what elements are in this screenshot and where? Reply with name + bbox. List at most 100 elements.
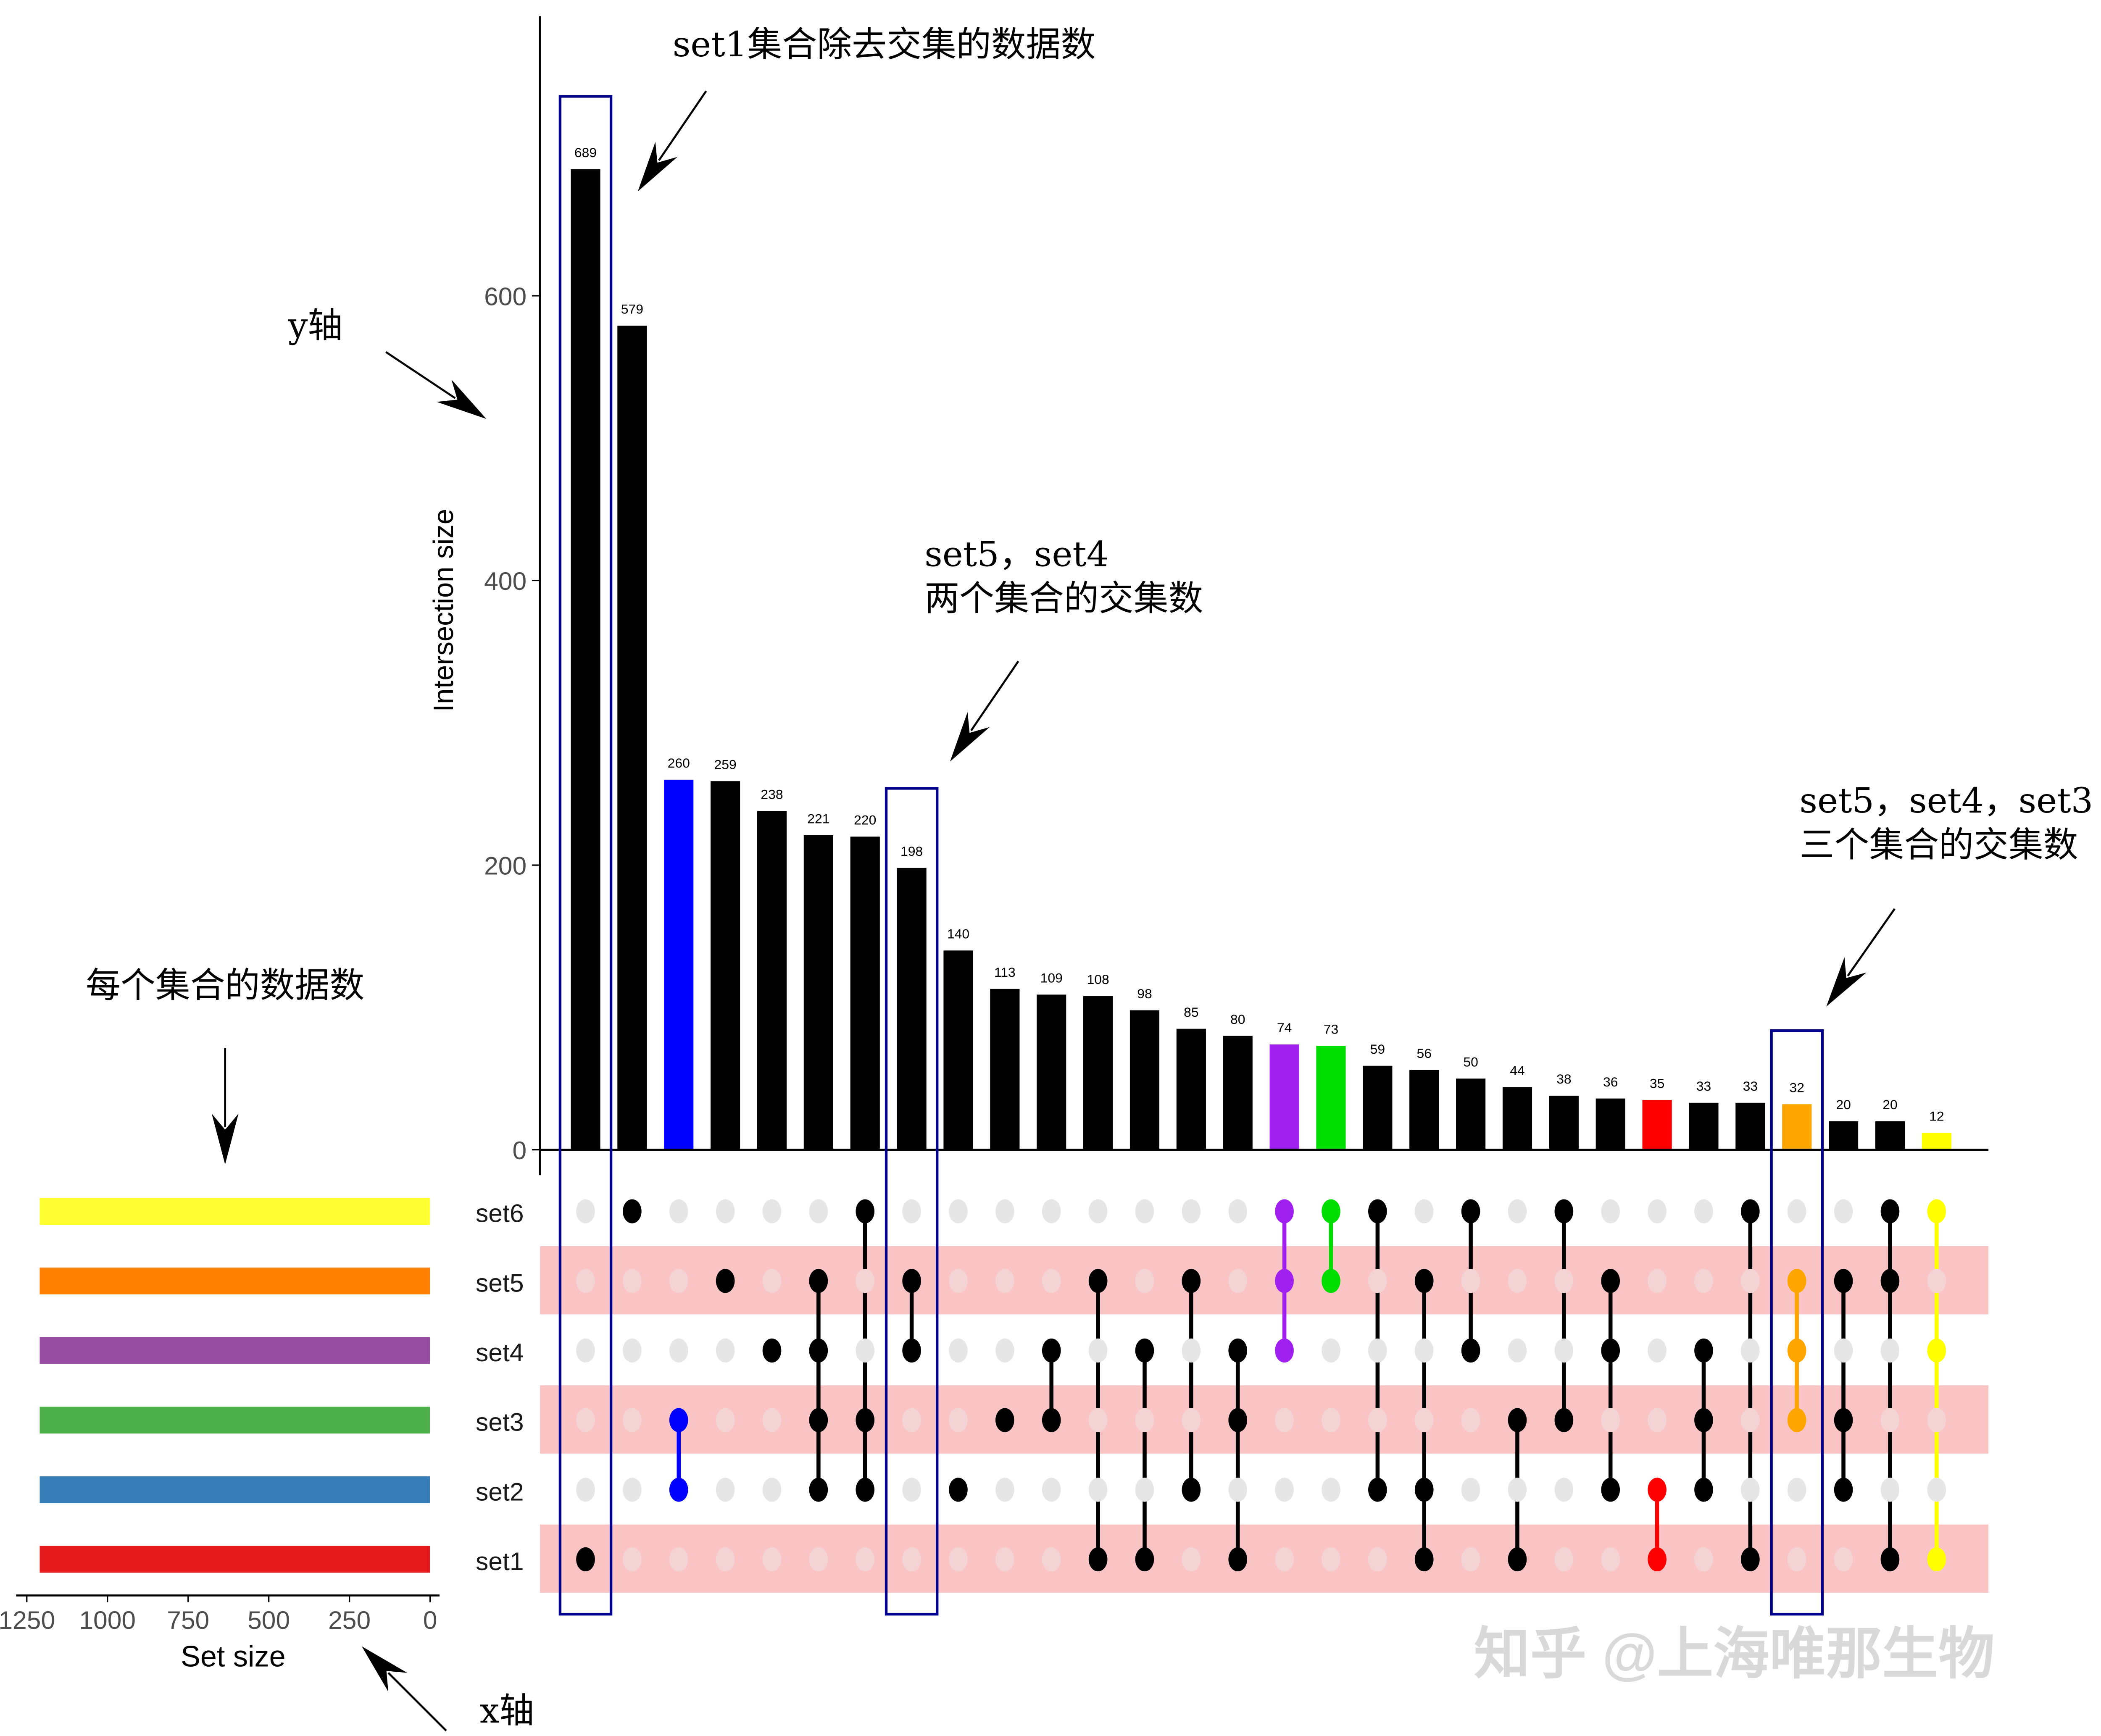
intersection-bar (664, 779, 694, 1150)
membership-dot-empty (1135, 1269, 1154, 1293)
membership-dot-filled (1275, 1269, 1294, 1293)
membership-dot-empty (1182, 1199, 1201, 1223)
membership-dot-empty (1927, 1408, 1946, 1432)
intersection-bar (1875, 1121, 1905, 1150)
membership-dot-filled (1414, 1547, 1434, 1572)
membership-dot-filled (1135, 1338, 1154, 1363)
membership-dot-empty (902, 1478, 921, 1502)
membership-dot-empty (1648, 1338, 1667, 1363)
intersection-bar (1829, 1121, 1859, 1150)
membership-dot-filled (809, 1338, 828, 1363)
bar-value-label: 108 (1087, 972, 1109, 987)
annotation-text: 三个集合的交集数 (1800, 824, 2078, 865)
annotation-text: 每个集合的数据数 (86, 965, 364, 1005)
membership-dot-filled (1228, 1547, 1248, 1572)
membership-dot-filled (1135, 1547, 1154, 1572)
membership-dot-filled (1414, 1478, 1434, 1502)
membership-dot-filled (623, 1199, 642, 1223)
membership-dot-empty (1275, 1547, 1294, 1572)
bar-value-label: 259 (714, 757, 737, 772)
membership-dot-filled (902, 1269, 921, 1293)
membership-dot-empty (1927, 1269, 1946, 1293)
membership-dot-empty (856, 1338, 875, 1363)
membership-dot-empty (716, 1199, 735, 1223)
membership-dot-empty (949, 1269, 968, 1293)
membership-dot-empty (762, 1547, 782, 1572)
intersection-bar (1363, 1065, 1393, 1150)
set-size-tick-label: 750 (167, 1606, 209, 1634)
arrow-head-icon (437, 379, 487, 419)
set-size-bar (39, 1407, 430, 1434)
membership-dot-empty (1741, 1478, 1760, 1502)
bar-value-label: 20 (1836, 1097, 1851, 1112)
membership-dot-filled (1508, 1547, 1527, 1572)
arrow-head-icon (950, 712, 990, 762)
membership-dot-filled (1880, 1199, 1900, 1223)
intersection-bar (571, 169, 600, 1150)
membership-dot-empty (809, 1547, 828, 1572)
membership-dot-empty (1694, 1199, 1713, 1223)
intersection-bar (1176, 1028, 1206, 1150)
membership-dot-filled (1461, 1199, 1480, 1223)
membership-dot-empty (1228, 1478, 1248, 1502)
watermark: 知乎 @上海唯那生物 (1474, 1623, 1995, 1685)
membership-dot-filled (1741, 1199, 1760, 1223)
membership-dot-filled (1787, 1408, 1806, 1432)
bar-value-label: 20 (1882, 1097, 1897, 1112)
membership-dot-empty (1880, 1338, 1900, 1363)
bar-value-label: 579 (621, 302, 643, 317)
membership-dot-empty (1508, 1338, 1527, 1363)
membership-dot-filled (1368, 1478, 1387, 1502)
set-label: set2 (476, 1477, 524, 1506)
membership-dot-empty (1228, 1269, 1248, 1293)
membership-dot-filled (856, 1478, 875, 1502)
membership-dot-empty (623, 1269, 642, 1293)
membership-dot-empty (809, 1199, 828, 1223)
set-label: set4 (476, 1338, 524, 1367)
y-tick-label: 0 (512, 1136, 527, 1165)
set-size-tick-label: 500 (247, 1606, 290, 1634)
bar-value-label: 689 (574, 145, 597, 160)
membership-dot-empty (949, 1547, 968, 1572)
membership-dot-empty (623, 1338, 642, 1363)
membership-dot-empty (1461, 1269, 1480, 1293)
membership-dot-empty (716, 1408, 735, 1432)
membership-dot-filled (576, 1547, 595, 1572)
membership-dot-empty (1322, 1547, 1340, 1572)
membership-dot-filled (1927, 1199, 1946, 1223)
y-axis-title: Intersection size (428, 509, 459, 712)
membership-dot-empty (1927, 1478, 1946, 1502)
membership-dot-filled (1741, 1547, 1760, 1572)
membership-dot-empty (762, 1269, 782, 1293)
annotation-arrow-shaft (1847, 908, 1896, 976)
arrow-head-icon (637, 142, 678, 192)
membership-dot-empty (1834, 1547, 1853, 1572)
membership-dot-empty (1648, 1269, 1667, 1293)
membership-dot-filled (1880, 1269, 1900, 1293)
set-size-bar (39, 1198, 430, 1225)
membership-dot-filled (1834, 1408, 1853, 1432)
membership-dot-empty (1648, 1408, 1667, 1432)
set-label: set3 (476, 1408, 524, 1436)
membership-dot-empty (1508, 1199, 1527, 1223)
membership-dot-filled (995, 1408, 1014, 1432)
membership-dot-empty (995, 1547, 1014, 1572)
intersection-bar (617, 326, 647, 1150)
membership-dot-empty (1787, 1478, 1806, 1502)
membership-dot-empty (902, 1199, 921, 1223)
membership-dot-filled (1088, 1547, 1108, 1572)
bar-value-label: 44 (1510, 1063, 1524, 1078)
membership-dot-empty (1834, 1338, 1853, 1363)
bar-value-label: 59 (1370, 1042, 1385, 1057)
highlight-box (558, 95, 613, 1616)
membership-dot-empty (1182, 1408, 1201, 1432)
membership-dot-empty (1461, 1547, 1480, 1572)
bar-value-label: 109 (1040, 971, 1063, 986)
membership-dot-empty (995, 1199, 1014, 1223)
bar-value-label: 85 (1184, 1005, 1198, 1020)
membership-dot-empty (1741, 1269, 1760, 1293)
intersection-bar (803, 835, 833, 1150)
intersection-bar (1549, 1095, 1579, 1150)
membership-dot-filled (1927, 1338, 1946, 1363)
